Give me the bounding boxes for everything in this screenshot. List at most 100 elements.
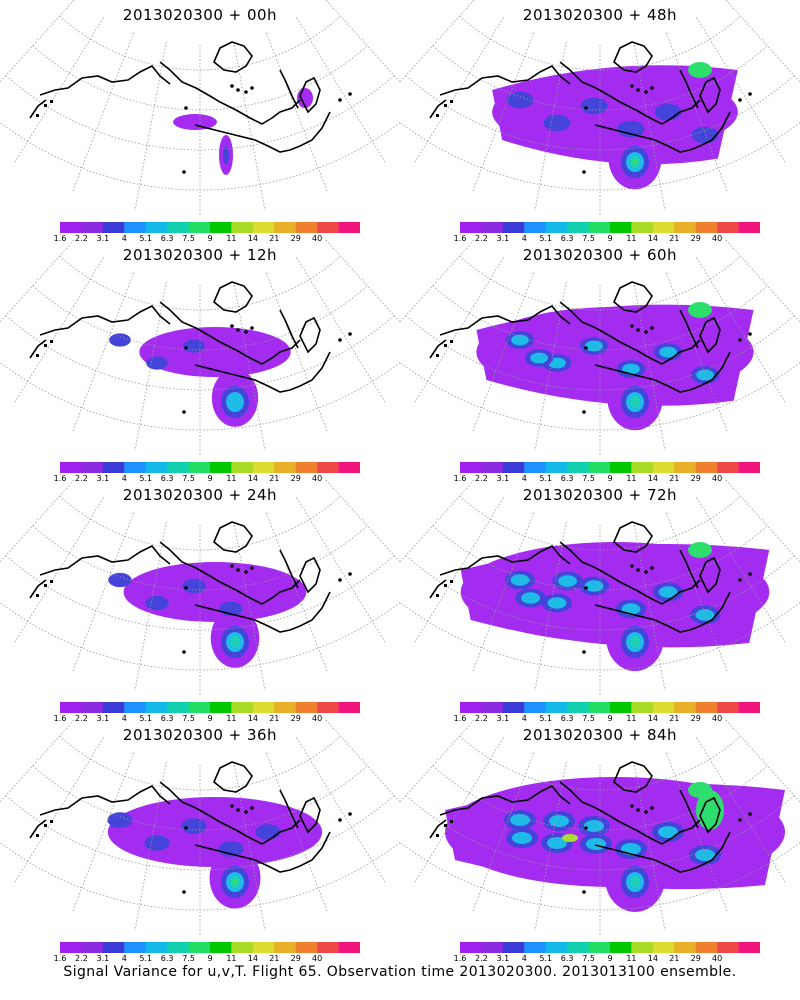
panel-title: 2013020300 + 60h <box>522 246 678 264</box>
colorbar-segment <box>210 222 232 233</box>
longitude-line <box>400 720 475 803</box>
arctic-coast <box>559 541 701 605</box>
longitude-line <box>265 752 328 912</box>
aleutian-island <box>436 114 439 117</box>
colorbar-segment <box>102 462 125 473</box>
colorbar-segment <box>631 942 654 953</box>
colorbar-tick-label: 11 <box>226 714 237 723</box>
colorbar-tick-label: 29 <box>690 234 701 243</box>
longitude-line <box>134 281 167 450</box>
colorbar-tick-label: 29 <box>290 474 301 483</box>
island <box>748 812 752 816</box>
coastline <box>29 281 352 414</box>
variance-cell <box>547 837 567 849</box>
longitude-line <box>665 752 728 912</box>
variance-cell <box>511 334 529 346</box>
island <box>348 572 352 576</box>
colorbar-segment <box>210 702 232 713</box>
island <box>582 650 586 654</box>
island <box>644 90 648 94</box>
variance-cell <box>530 352 548 364</box>
arctic-islands <box>613 281 653 313</box>
kamchatka-coast <box>29 819 47 839</box>
colorbar-tick-label: 2.2 <box>475 234 488 243</box>
coastline <box>29 41 352 174</box>
colorbar-tick-label: 29 <box>690 714 701 723</box>
longitude-line <box>0 240 75 323</box>
variance-cell <box>558 575 577 587</box>
island <box>236 808 240 812</box>
colorbar-tick-label: 40 <box>712 954 723 963</box>
colorbar-segment <box>610 702 632 713</box>
colorbar-segment <box>274 702 297 713</box>
colorbar-segment <box>338 462 360 473</box>
latitude-line <box>0 361 400 431</box>
colorbar-tick-label: 1.6 <box>53 714 67 723</box>
colorbar-segment <box>231 222 254 233</box>
island <box>338 98 342 102</box>
latitude-line <box>400 841 800 911</box>
colorbar-segment <box>167 222 190 233</box>
aleutian-island <box>50 340 53 343</box>
colorbar-tick-label: 5.1 <box>539 474 553 483</box>
island <box>236 88 240 92</box>
longitude-line <box>72 272 135 432</box>
greenland <box>299 76 321 114</box>
colorbar-segment <box>60 942 82 953</box>
variance-cell <box>622 363 640 375</box>
longitude-line <box>134 41 167 210</box>
colorbar-tick-label: 14 <box>247 234 258 243</box>
colorbar-segment <box>231 462 254 473</box>
colorbar-tick-label: 3.1 <box>496 234 510 243</box>
longitude-line <box>665 272 728 432</box>
variance-core <box>230 636 240 648</box>
variance-cell <box>145 595 169 611</box>
colorbar-tick-label: 9 <box>207 234 213 243</box>
island <box>338 338 342 342</box>
colorbar-tick-label: 7.5 <box>582 474 595 483</box>
colorbar-tick-label: 2.2 <box>75 714 88 723</box>
colorbar-segment <box>610 942 632 953</box>
longitude-line <box>296 257 386 403</box>
map-plot <box>0 240 400 455</box>
colorbar-segment <box>567 702 590 713</box>
latitude-line <box>400 361 800 431</box>
colorbar-segment <box>545 222 568 233</box>
colorbar-tick-label: 2.2 <box>75 474 88 483</box>
greenland-coast <box>279 789 299 829</box>
longitude-line <box>414 257 504 403</box>
colorbar-tick-label: 14 <box>647 234 658 243</box>
longitude-line <box>725 720 800 803</box>
island <box>230 804 234 808</box>
colorbar-tick-label: 3.1 <box>496 474 510 483</box>
colorbar-segment <box>502 222 525 233</box>
colorbar-segment <box>652 462 675 473</box>
latitude-line <box>59 735 341 791</box>
colorbar-segment <box>60 222 82 233</box>
asia-coast <box>439 784 571 816</box>
colorbar-tick-label: 1.6 <box>53 954 67 963</box>
graticule <box>400 0 800 215</box>
greenland <box>299 556 321 594</box>
longitude-line <box>400 0 475 83</box>
figure-caption: Signal Variance for u,v,T. Flight 65. Ob… <box>63 964 737 980</box>
colorbar-segment <box>338 222 360 233</box>
map-plot <box>400 480 800 695</box>
map-plot <box>0 720 400 935</box>
colorbar-tick-label: 2.2 <box>75 234 88 243</box>
colorbar-segment <box>188 462 211 473</box>
colorbar-tick-label: 4 <box>521 474 527 483</box>
arctic-coast <box>559 301 701 365</box>
asia-coast <box>439 64 571 96</box>
longitude-line <box>296 17 386 163</box>
colorbar-segment <box>502 462 525 473</box>
colorbar-tick-label: 6.3 <box>160 474 174 483</box>
colorbar-tick-label: 7.5 <box>182 714 195 723</box>
colorbar-segment <box>588 222 611 233</box>
variance-cell <box>521 592 540 604</box>
arctic-islands <box>213 41 253 73</box>
longitude-line <box>265 32 328 192</box>
colorbar-tick-label: 6.3 <box>560 474 574 483</box>
variance-region <box>476 304 754 406</box>
longitude-line <box>325 720 400 803</box>
